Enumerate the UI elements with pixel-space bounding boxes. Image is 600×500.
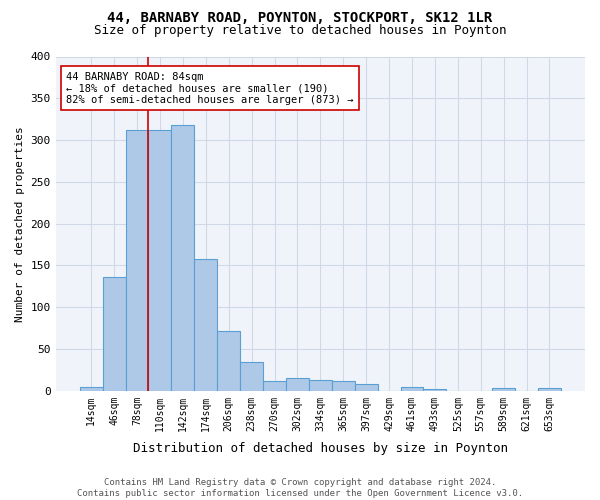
Bar bbox=[194, 258, 217, 391]
Bar bbox=[401, 386, 424, 391]
Bar bbox=[286, 378, 309, 391]
Bar bbox=[424, 389, 446, 391]
Text: Size of property relative to detached houses in Poynton: Size of property relative to detached ho… bbox=[94, 24, 506, 37]
Y-axis label: Number of detached properties: Number of detached properties bbox=[15, 126, 25, 322]
Bar bbox=[492, 388, 515, 391]
Bar bbox=[148, 130, 172, 391]
Bar bbox=[355, 384, 377, 391]
Text: 44 BARNABY ROAD: 84sqm
← 18% of detached houses are smaller (190)
82% of semi-de: 44 BARNABY ROAD: 84sqm ← 18% of detached… bbox=[66, 72, 354, 104]
Bar bbox=[103, 277, 125, 391]
Bar bbox=[125, 130, 148, 391]
Bar bbox=[309, 380, 332, 391]
Text: Contains HM Land Registry data © Crown copyright and database right 2024.
Contai: Contains HM Land Registry data © Crown c… bbox=[77, 478, 523, 498]
Bar bbox=[332, 380, 355, 391]
Bar bbox=[240, 362, 263, 391]
Bar bbox=[538, 388, 561, 391]
Bar bbox=[172, 125, 194, 391]
Bar bbox=[217, 330, 240, 391]
X-axis label: Distribution of detached houses by size in Poynton: Distribution of detached houses by size … bbox=[133, 442, 508, 455]
Bar bbox=[263, 380, 286, 391]
Text: 44, BARNABY ROAD, POYNTON, STOCKPORT, SK12 1LR: 44, BARNABY ROAD, POYNTON, STOCKPORT, SK… bbox=[107, 11, 493, 25]
Bar bbox=[80, 388, 103, 391]
